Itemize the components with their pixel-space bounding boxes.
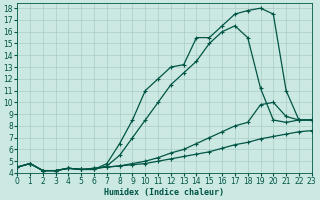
X-axis label: Humidex (Indice chaleur): Humidex (Indice chaleur) [105, 188, 225, 197]
